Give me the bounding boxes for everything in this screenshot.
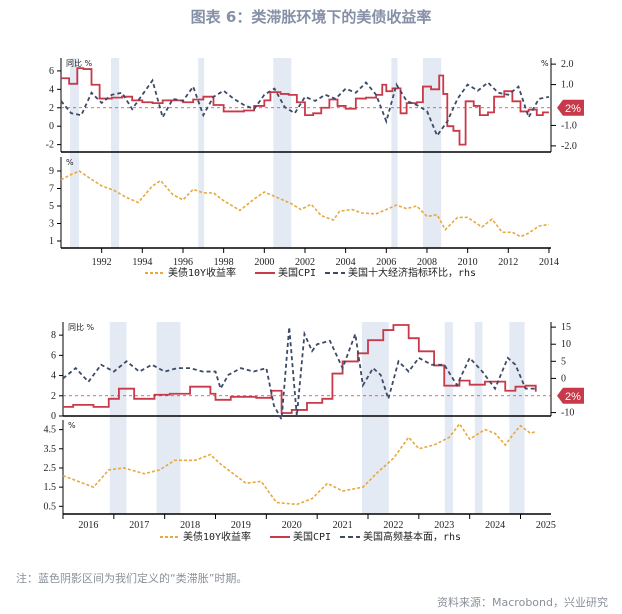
x-tick-label: 2019 (231, 520, 251, 531)
shaded-period (111, 58, 120, 248)
x-tick-label: 2016 (78, 520, 98, 531)
legend-label: 美债10Y收益率 (183, 530, 251, 543)
x-tick-label: 2000 (254, 257, 274, 268)
shaded-period (198, 58, 205, 248)
rhs-tick-label: 15 (561, 322, 571, 333)
x-tick-label: 2025 (536, 520, 556, 531)
lower-y-label: % (66, 158, 74, 167)
shaded-period (422, 58, 442, 248)
x-tick-label: 2021 (333, 520, 353, 531)
y-tick-label: 3.5 (44, 444, 57, 455)
legend-label: 美国CPI (278, 266, 316, 279)
series-line-cpi (63, 324, 537, 414)
shaded-period (391, 58, 398, 248)
rhs-tick-label: -10 (561, 408, 574, 419)
reference-badge (557, 99, 584, 116)
y-tick-label: 1.5 (44, 482, 57, 493)
x-tick-label: 2012 (498, 257, 518, 268)
y-tick-label: 0 (49, 121, 54, 132)
x-tick-label: 2022 (383, 520, 403, 531)
y-tick-label: 4 (51, 371, 56, 382)
reference-badge (557, 387, 584, 404)
x-tick-label: 2004 (336, 257, 356, 268)
legend-label: 美国十大经济指标环比，rhs (348, 266, 476, 279)
y-tick-label: -2 (46, 140, 54, 151)
rhs-tick-label: 0 (561, 373, 566, 384)
x-tick-label: 1998 (214, 257, 234, 268)
shaded-period (69, 58, 80, 248)
x-tick-label: 2024 (485, 520, 505, 531)
shaded-period (444, 322, 453, 514)
y-tick-label: 2 (51, 391, 56, 402)
footnote: 注：蓝色阴影区间为我们定义的“类滞胀”时期。 (16, 572, 248, 585)
shaded-period (474, 322, 483, 514)
y-tick-label: 4 (49, 84, 54, 95)
x-tick-label: 2017 (129, 520, 149, 531)
y-tick-label: 6 (49, 66, 54, 77)
y-tick-label: 4.5 (44, 425, 57, 436)
y-tick-label: 5 (49, 201, 54, 212)
chart-title: 图表 6：类滞胀环境下的美债收益率 (190, 8, 432, 26)
rhs-tick-label: 5 (561, 356, 566, 367)
reference-badge-label: 2% (565, 391, 581, 403)
y-tick-label: 1 (49, 236, 54, 247)
shaded-period (156, 322, 181, 514)
series-line-cpi (61, 67, 549, 146)
shaded-period (273, 58, 292, 248)
legend-label: 美国CPI (293, 530, 331, 543)
x-tick-label: 2023 (434, 520, 454, 531)
lower-y-label: % (68, 421, 76, 430)
reference-badge-label: 2% (565, 103, 581, 115)
upper-y-label: 同比 % (68, 322, 95, 332)
x-tick-label: 1996 (173, 257, 193, 268)
y-tick-label: 9 (49, 166, 54, 177)
source-note: 资料来源：Macrobond，兴业研究 (437, 596, 608, 609)
series-line-indicator (60, 78, 550, 138)
x-tick-label: 2006 (376, 257, 396, 268)
rhs-tick-label: -1.0 (561, 120, 577, 131)
y-tick-label: 7 (49, 184, 54, 195)
series-line-indicator (62, 327, 536, 423)
legend-label: 美国高频基本面，rhs (363, 530, 461, 543)
y-tick-label: 8 (51, 330, 56, 341)
x-tick-label: 1992 (92, 257, 112, 268)
y-tick-label: 6 (51, 350, 56, 361)
x-tick-label: 2010 (458, 257, 478, 268)
rhs-tick-label: 1.0 (561, 80, 574, 91)
y-tick-label: 0.5 (44, 501, 57, 512)
x-tick-label: 1994 (132, 257, 152, 268)
upper-y-label: 同比 % (66, 58, 93, 68)
x-tick-label: 2020 (282, 520, 302, 531)
rhs-tick-label: 10 (561, 339, 571, 350)
shaded-period (509, 322, 525, 514)
y-tick-label: 3 (49, 219, 54, 230)
rhs-tick-label: 2.0 (561, 59, 574, 70)
x-tick-label: 2002 (295, 257, 315, 268)
series-line-yield (62, 422, 537, 506)
shaded-period (109, 322, 127, 514)
series-line-yield (60, 170, 550, 238)
legend-label: 美债10Y收益率 (168, 266, 236, 279)
upper-rhs-label: % (541, 59, 549, 68)
y-tick-label: 2 (49, 103, 54, 114)
x-tick-label: 2018 (180, 520, 200, 531)
rhs-tick-label: -2.0 (561, 141, 577, 152)
y-tick-label: 2.5 (44, 463, 57, 474)
x-tick-label: 2014 (539, 257, 559, 268)
x-tick-label: 2008 (417, 257, 437, 268)
y-tick-label: 0 (51, 411, 56, 422)
shaded-period (361, 322, 389, 514)
